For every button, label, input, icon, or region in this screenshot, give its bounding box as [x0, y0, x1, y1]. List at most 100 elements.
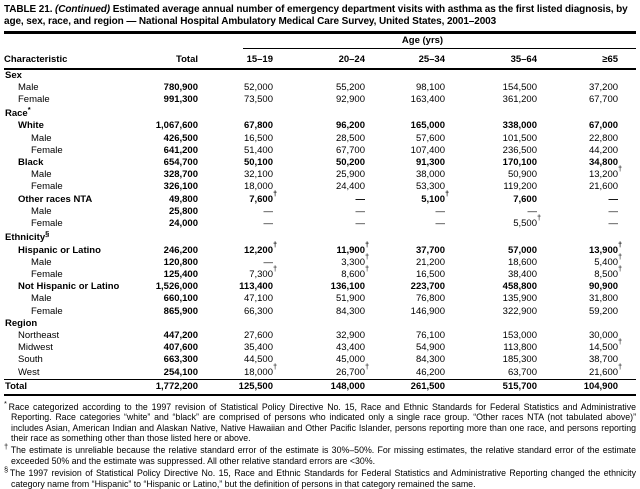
cell-value: 98,100 [415, 81, 445, 93]
cell-value: 73,500 [243, 93, 273, 105]
cell-value [445, 318, 537, 330]
cell-value: 14,500 † [588, 337, 623, 354]
cell-value: 119,200 [503, 181, 537, 193]
row-label: Female [31, 305, 63, 317]
cell-value: 91,300 [415, 157, 445, 169]
row-label: Male [18, 81, 39, 93]
cell-value: 27,600 [243, 330, 273, 342]
table-row: Other races NTA 49,800 7,600 † — 5,100 † 7,600 — [4, 190, 636, 206]
cell-value: 25,800 [168, 205, 198, 217]
cell-value: 30,000 [588, 330, 619, 342]
section-header-row: Sex [4, 69, 636, 82]
footnote-text: The estimate is unreliable because the r… [8, 445, 637, 466]
cell-value: 780,900 [163, 81, 198, 93]
cell-value: 38,700 [588, 354, 619, 366]
cell-value: 458,800 [502, 281, 537, 293]
table-row: Female 326,100 18,000 24,400 53,300 119,200 21… [4, 181, 636, 193]
cell-value: 28,500 [335, 132, 365, 144]
cell-value: 38,400 [507, 269, 537, 281]
cell-value: 426,500 [163, 132, 198, 144]
cell-value: 163,400 [410, 93, 445, 105]
unreliable-estimate-dagger: † [618, 251, 623, 261]
cell-value: 24,400 [335, 181, 365, 193]
table-row: Black 654,700 50,100 50,200 91,300 170,100 34,… [4, 157, 636, 169]
cell-value: 515,700 [445, 378, 537, 396]
unreliable-estimate-dagger: † [618, 164, 623, 174]
cell-value: 13,200 † [588, 164, 623, 181]
table-row: Male 780,900 52,000 55,200 98,100 154,500 37,2… [4, 82, 636, 94]
cell-value: 254,100 [163, 366, 198, 378]
row-label: Not Hispanic or Latino [18, 281, 120, 293]
unreliable-estimate-dagger: † [273, 264, 278, 274]
cell-value: 12,200 † [243, 239, 278, 256]
cell-value [537, 106, 636, 120]
cell-value: 37,200 [588, 81, 619, 93]
footnote: § The 1997 revision of Statistical Polic… [4, 466, 636, 489]
cell-value: — [608, 218, 619, 230]
cell-value: 148,000 [273, 378, 365, 396]
cell-value [198, 106, 273, 120]
unreliable-estimate-dagger: † [365, 239, 370, 249]
table-row: Male 120,800 — 3,300 † 21,200 18,600 5,400 † [4, 251, 636, 269]
cell-value: 1,526,000 [155, 281, 198, 293]
age-group-header: Age (yrs) [243, 35, 637, 49]
footnote: * Race categorized according to the 1997… [4, 400, 636, 444]
unreliable-estimate-dagger: † [445, 188, 450, 198]
top-rule [4, 31, 636, 34]
cell-value: 32,100 [243, 169, 273, 181]
cell-value: 67,800 [243, 120, 273, 132]
table-title: TABLE 21. (Continued) Estimated average … [4, 4, 636, 28]
footnote-marker: § [4, 465, 9, 475]
footnote: † The estimate is unreliable because the… [4, 443, 636, 466]
cell-value: 326,100 [163, 181, 198, 193]
cell-value: — [355, 205, 366, 217]
row-label: White [18, 120, 44, 132]
unreliable-estimate-dagger: † [273, 239, 278, 249]
table-number: TABLE 21. [4, 4, 56, 15]
row-label: Region [5, 317, 38, 329]
cell-value: 185,300 [502, 354, 537, 366]
cell-value: 18,000 [243, 181, 273, 193]
column-header-characteristic: Characteristic [4, 48, 110, 70]
cell-value: 113,800 [503, 342, 537, 354]
cell-value [110, 318, 198, 330]
cell-value: 76,800 [415, 293, 445, 305]
cell-value: 18,600 [507, 256, 537, 268]
cell-value: 5,400 † [594, 251, 623, 268]
cell-value: 328,700 [163, 169, 198, 181]
cell-value: 136,100 [330, 281, 365, 293]
table-row: Male 660,100 47,100 51,900 76,800 135,900 31,8… [4, 293, 636, 305]
cell-value: 50,100 [243, 157, 273, 169]
cell-value: 154,500 [502, 81, 537, 93]
cell-value [537, 69, 636, 82]
cell-value: 47,100 [243, 293, 273, 305]
cell-value: 45,000 [335, 354, 365, 366]
cell-value: 5,500 † [513, 213, 542, 230]
cell-value: — [608, 193, 619, 205]
cell-value: 90,900 [588, 281, 619, 293]
unreliable-estimate-dagger: † [618, 239, 623, 249]
cell-value [198, 69, 273, 82]
cell-value: 322,900 [502, 305, 537, 317]
cell-value [273, 69, 365, 82]
cell-value: 46,200 [415, 366, 445, 378]
cell-value: 44,500 [243, 354, 273, 366]
cell-value: 654,700 [163, 157, 198, 169]
cell-value: 1,067,600 [155, 120, 198, 132]
unreliable-estimate-dagger: † [618, 264, 623, 274]
cell-value: 21,600 † [588, 361, 623, 378]
cell-value [365, 106, 445, 120]
cell-value: 21,200 [415, 256, 445, 268]
row-label: Total [4, 378, 110, 396]
cell-value [537, 318, 636, 330]
cell-value: — [355, 193, 366, 205]
cell-value [273, 318, 365, 330]
cell-value: 113,400 [239, 281, 273, 293]
row-label: Race* [5, 105, 31, 120]
cell-value: 67,000 [588, 120, 619, 132]
cell-value: 25,900 [335, 169, 365, 181]
footnotes: * Race categorized according to the 1997… [4, 400, 636, 489]
cell-value [365, 230, 445, 244]
table-row: Not Hispanic or Latino 1,526,000 113,400 13… [4, 281, 636, 293]
unreliable-estimate-dagger: † [273, 361, 278, 371]
